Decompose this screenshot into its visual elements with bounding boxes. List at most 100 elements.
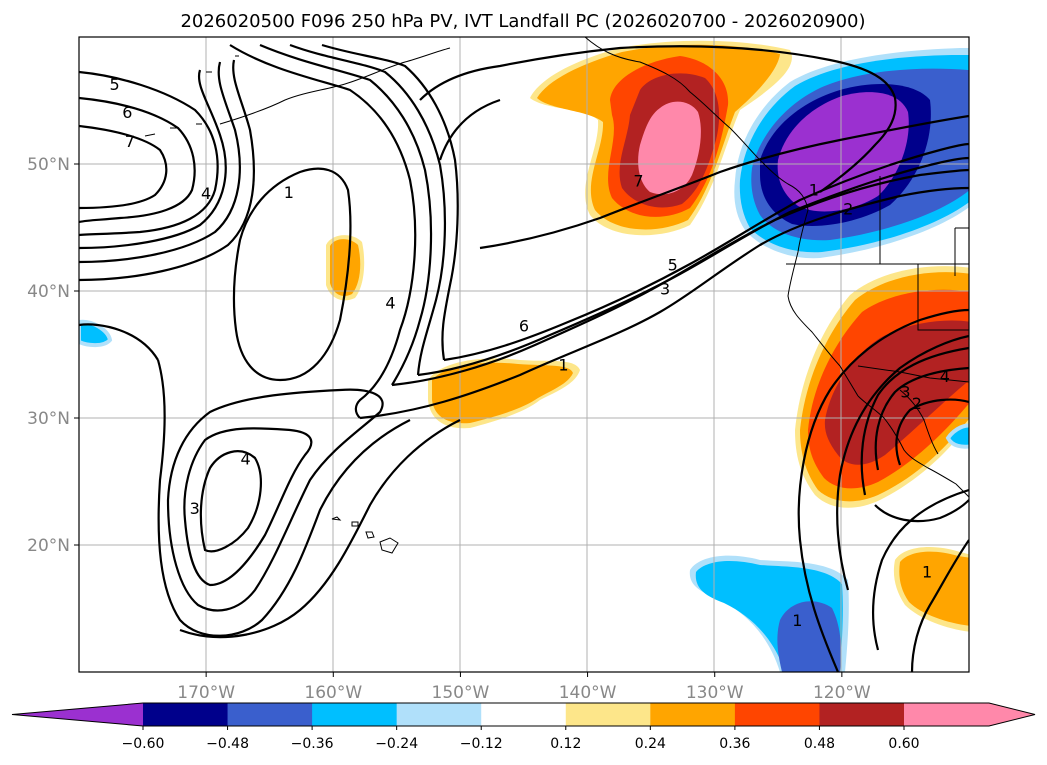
- pv-contour-label: 6: [122, 103, 132, 122]
- pv-contour-5-west: [79, 70, 219, 237]
- x-tick-label: 130°W: [686, 683, 744, 703]
- colorbar-segment: [481, 703, 567, 726]
- ivt-positive-east-024: [899, 551, 969, 626]
- pv-contour-big-trough-3: [289, 43, 447, 376]
- colorbar-segment: [819, 703, 905, 726]
- border-states: [879, 176, 969, 331]
- x-tick-label: 120°W: [813, 683, 871, 703]
- ivt-positive-subtropical-024: [432, 362, 573, 424]
- ivt-negative-tropical-036: [777, 601, 842, 672]
- pv-contour-label: 5: [668, 255, 678, 274]
- colorbar-segment: [143, 703, 229, 726]
- grid: [79, 37, 969, 672]
- pv-contour-label: 2: [912, 394, 922, 413]
- pv-contour-jet-3: [417, 156, 969, 377]
- colorbar-tick-label: −0.24: [375, 736, 418, 752]
- pv-contour-label: 1: [809, 180, 819, 199]
- colorbar-tick-label: 0.48: [804, 736, 835, 752]
- colorbar-segment: [734, 703, 820, 726]
- pv-contour-big-trough-2: [259, 43, 433, 386]
- ivt-positive-alaska-060: [638, 101, 701, 195]
- coastlines: [144, 37, 969, 554]
- y-tick-label: 30°N: [27, 409, 70, 429]
- ivt-shading: [79, 40, 969, 672]
- colorbar-ticks: −0.60 −0.48 −0.36 −0.24 −0.12 0.12 0.24 0.36 0.4…: [122, 726, 920, 752]
- pv-contour-label: 4: [940, 367, 950, 386]
- y-tick-label: 20°N: [27, 536, 70, 556]
- pv-contour-label: 5: [110, 75, 120, 94]
- hawaii-islands: [331, 516, 399, 554]
- colorbar-segment: [565, 703, 651, 726]
- colorbar-segment: [904, 703, 989, 726]
- colorbar-extend-high: [989, 703, 1035, 726]
- pv-contour-7-west: [79, 124, 168, 210]
- colorbar-segment: [396, 703, 482, 726]
- coast-alaska-bc: [584, 37, 859, 397]
- pv-contour-label: 4: [201, 184, 211, 203]
- pv-contour-label: 3: [190, 499, 200, 518]
- y-tick-label: 50°N: [27, 155, 70, 175]
- pv-contour-1-loop: [232, 167, 352, 382]
- coast-small-islands: [144, 55, 239, 137]
- coast-aleutians: [219, 47, 451, 125]
- ivt-positive-160w-024: [330, 239, 361, 296]
- pv-contour-jet-1: [359, 186, 969, 420]
- pv-contour-east-trough-4: [874, 366, 969, 523]
- pv-contour-3-west: [79, 61, 241, 264]
- pv-contour-jet-6: [438, 98, 969, 250]
- pv-contour-south-2: [166, 388, 384, 612]
- colorbar: [11, 702, 1036, 727]
- pv-contour-east-trough-3: [860, 346, 969, 496]
- pv-contour-jet-5: [419, 45, 897, 193]
- pv-contour-label: 1: [792, 611, 802, 630]
- pv-contour-4-west: [79, 69, 227, 250]
- pv-contour-label: 7: [125, 132, 135, 151]
- colorbar-segment: [650, 703, 736, 726]
- chart-title: 2026020500 F096 250 hPa PV, IVT Landfall…: [180, 11, 865, 32]
- pv-contour-label: 2: [843, 199, 853, 218]
- ivt-negative-mexico-coast: [945, 423, 969, 449]
- colorbar-extend-low: [12, 703, 143, 726]
- x-axis-ticks: 170°W 160°W 150°W 140°W 130°W 120°W: [177, 672, 871, 703]
- pv-contour-jet-4: [443, 142, 969, 362]
- colorbar-tick-label: 0.24: [635, 736, 666, 752]
- colorbar-tick-label: 0.36: [719, 736, 750, 752]
- pv-contour-label: 7: [633, 172, 643, 191]
- pv-contour-east-trough-1: [797, 308, 969, 672]
- coast-gulf-california: [899, 389, 939, 455]
- pv-contour-label: 4: [385, 293, 395, 312]
- colorbar-tick-label: 0.60: [888, 736, 919, 752]
- colorbar-tick-label: 0.12: [550, 736, 581, 752]
- colorbar-tick-label: −0.12: [460, 736, 503, 752]
- pv-contour-east-trough-5: [895, 398, 969, 466]
- pv-contour-label: 3: [900, 382, 910, 401]
- pv-contour-label: 4: [240, 450, 250, 469]
- border-us-mexico: [857, 365, 969, 383]
- y-tick-label: 40°N: [27, 282, 70, 302]
- colorbar-segment: [312, 703, 398, 726]
- pv-contour-label: 6: [519, 316, 529, 335]
- pv-contour-label: 1: [558, 356, 568, 375]
- pv-contour-south-loop-4: [199, 450, 262, 553]
- pv-contour-2-west: [79, 59, 255, 282]
- colorbar-segment: [227, 703, 313, 726]
- colorbar-tick-label: −0.36: [291, 736, 334, 752]
- pv-contour-south-3: [183, 427, 313, 587]
- pv-contour-east-trough-2: [836, 334, 969, 591]
- pv-contour-big-trough-1: [229, 44, 417, 419]
- pv-contour-6-west: [79, 96, 196, 224]
- pv-contour-big-trough-4: [321, 43, 459, 361]
- pv-contour-southeast-2: [871, 488, 969, 651]
- x-tick-label: 170°W: [177, 683, 235, 703]
- pv-contour-label: 1: [284, 183, 294, 202]
- pv-contour-south-1: [79, 323, 411, 637]
- pv-contour-label: 3: [660, 279, 670, 298]
- x-tick-label: 160°W: [304, 683, 362, 703]
- x-tick-label: 150°W: [432, 683, 490, 703]
- pv-contour-southeast-1: [910, 539, 969, 672]
- pv-contour-south-1b: [179, 419, 461, 639]
- pv-contours: [79, 43, 969, 672]
- colorbar-tick-label: −0.48: [206, 736, 249, 752]
